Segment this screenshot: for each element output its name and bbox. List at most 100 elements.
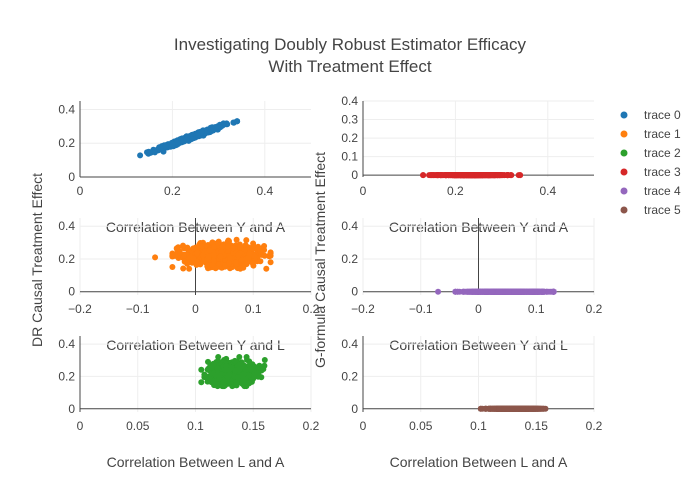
x-tick-label: 0.05 bbox=[126, 419, 150, 433]
data-point bbox=[245, 372, 252, 379]
data-point bbox=[234, 118, 241, 125]
data-point bbox=[420, 172, 427, 179]
legend-label: trace 5 bbox=[644, 203, 681, 217]
x-tick-label: 0.4 bbox=[539, 184, 556, 198]
y-tick-label: 0.2 bbox=[341, 131, 358, 145]
data-point bbox=[545, 288, 552, 295]
series-trace-5 bbox=[477, 405, 549, 412]
legend-label: trace 0 bbox=[644, 108, 681, 122]
data-point bbox=[211, 252, 217, 259]
data-point bbox=[205, 253, 212, 260]
data-point bbox=[220, 379, 227, 386]
data-point bbox=[210, 360, 217, 367]
legend-item-trace-5[interactable]: trace 5 bbox=[620, 203, 682, 217]
data-point bbox=[257, 258, 264, 265]
data-point bbox=[190, 255, 197, 262]
data-point bbox=[235, 252, 242, 259]
y-tick-label: 0.2 bbox=[58, 136, 75, 150]
x-tick-label: 0.2 bbox=[303, 302, 320, 316]
legend-item-trace-4[interactable]: trace 4 bbox=[620, 184, 682, 198]
data-point bbox=[508, 405, 515, 412]
data-point bbox=[181, 258, 188, 265]
data-point bbox=[199, 243, 205, 250]
data-point bbox=[206, 247, 213, 254]
data-point bbox=[169, 264, 176, 270]
data-point bbox=[244, 356, 250, 363]
legend-item-trace-1[interactable]: trace 1 bbox=[620, 127, 682, 141]
data-point bbox=[137, 152, 144, 159]
data-point bbox=[504, 172, 511, 179]
chart-title-line1: Investigating Doubly Robust Estimator Ef… bbox=[174, 35, 527, 54]
data-point bbox=[209, 127, 215, 133]
data-point bbox=[225, 237, 232, 244]
data-point bbox=[195, 131, 201, 138]
data-point bbox=[263, 265, 270, 272]
x-tick-label: −0.2 bbox=[351, 302, 375, 316]
data-point bbox=[169, 141, 176, 148]
legend-marker bbox=[620, 111, 628, 119]
x-tick-label: 0.2 bbox=[586, 419, 603, 433]
y-tick-label: 0.1 bbox=[341, 150, 358, 164]
data-point bbox=[550, 288, 557, 295]
data-point bbox=[198, 366, 205, 373]
data-point bbox=[463, 288, 470, 295]
data-point bbox=[234, 374, 241, 381]
data-point bbox=[445, 172, 452, 179]
x-tick-label: −0.2 bbox=[68, 302, 92, 316]
data-point bbox=[473, 172, 480, 179]
series-trace-4 bbox=[435, 288, 557, 295]
y-tick-label: 0 bbox=[351, 168, 358, 182]
data-point bbox=[267, 250, 274, 257]
y-axis-title-left: DR Causal Treatment Effect bbox=[29, 173, 45, 347]
y-tick-label: 0.3 bbox=[341, 113, 358, 127]
subplot-5: 0 0.05 0.1 0.15 0.2 0 0.2 0.4 Correlation Betwee… bbox=[58, 336, 320, 470]
data-point bbox=[227, 265, 233, 272]
data-point bbox=[217, 253, 224, 260]
data-point bbox=[247, 366, 254, 373]
data-point bbox=[200, 252, 206, 259]
x-tick-label: 0.4 bbox=[256, 184, 273, 198]
data-point bbox=[227, 255, 234, 261]
y-tick-label: 0 bbox=[68, 170, 75, 184]
legend[interactable]: trace 0 trace 1 trace 2 trace 3 trace 4 trace… bbox=[620, 108, 682, 217]
x-tick-label: 0 bbox=[77, 184, 84, 198]
legend-item-trace-3[interactable]: trace 3 bbox=[620, 165, 682, 179]
data-point bbox=[495, 288, 502, 295]
data-point bbox=[180, 242, 186, 249]
data-point bbox=[236, 354, 243, 360]
x-tick-label: 0.1 bbox=[187, 419, 204, 433]
data-point bbox=[462, 172, 468, 179]
x-tick-label: 0.15 bbox=[242, 419, 266, 433]
data-point bbox=[215, 354, 222, 360]
subplot-6: 0 0.05 0.1 0.15 0.2 0 0.2 0.4 Correlation Betwee… bbox=[341, 336, 603, 470]
x-tick-label: −0.1 bbox=[409, 302, 433, 316]
data-point bbox=[520, 405, 527, 412]
data-point bbox=[505, 288, 512, 295]
data-point bbox=[206, 375, 213, 382]
legend-label: trace 4 bbox=[644, 184, 681, 198]
y-tick-label: 0.2 bbox=[58, 252, 75, 266]
y-tick-label: 0.2 bbox=[58, 369, 75, 383]
x-tick-label: 0 bbox=[192, 302, 199, 316]
data-point bbox=[527, 405, 534, 412]
data-point bbox=[174, 139, 180, 146]
legend-item-trace-0[interactable]: trace 0 bbox=[620, 108, 682, 122]
data-point bbox=[534, 405, 541, 412]
data-point bbox=[177, 250, 184, 256]
data-point bbox=[249, 260, 256, 267]
data-point bbox=[231, 357, 238, 364]
data-point bbox=[260, 366, 267, 373]
x-tick-label: 0 bbox=[475, 302, 482, 316]
data-point bbox=[204, 262, 211, 269]
data-point bbox=[180, 265, 187, 272]
data-point bbox=[218, 248, 225, 255]
data-point bbox=[482, 288, 489, 295]
x-tick-label: 0.2 bbox=[303, 419, 320, 433]
legend-item-trace-2[interactable]: trace 2 bbox=[620, 146, 682, 160]
x-tick-label: 0.2 bbox=[586, 302, 603, 316]
data-point bbox=[479, 405, 486, 412]
data-point bbox=[217, 124, 224, 131]
